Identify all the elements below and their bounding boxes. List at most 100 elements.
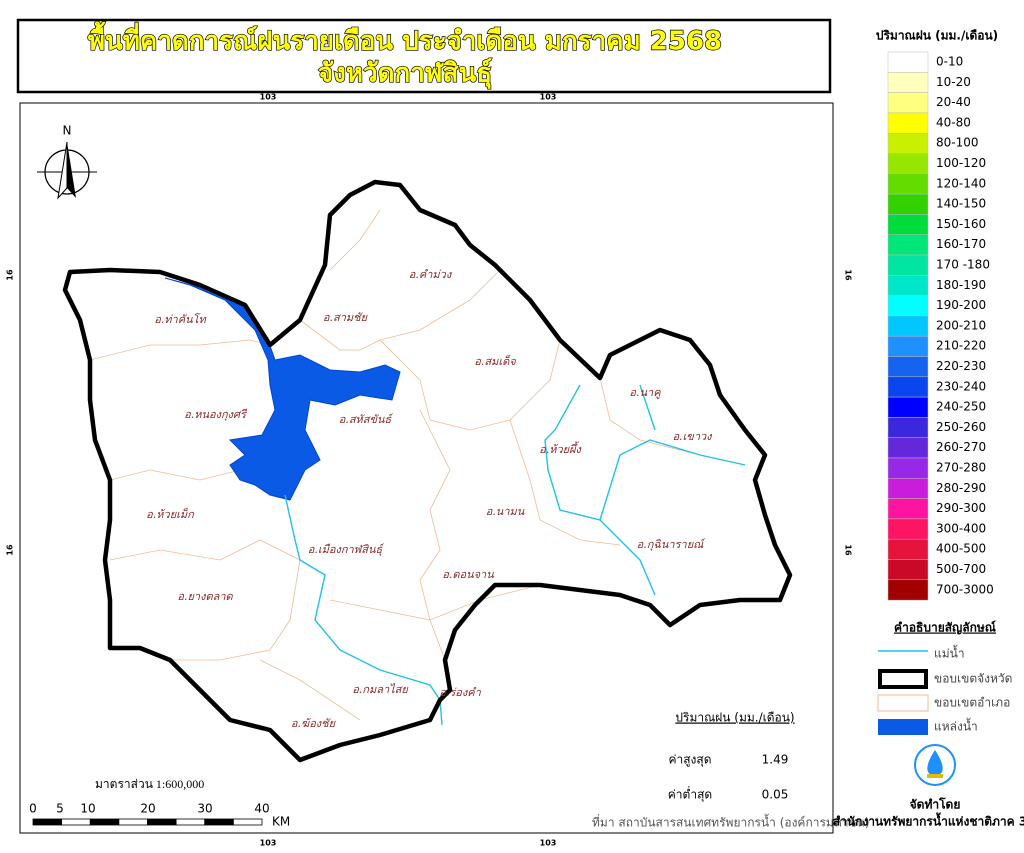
scale-tick-label: 30 [197,802,212,816]
legend-swatch [887,376,929,398]
legend-label: 170 -180 [936,258,990,272]
district-label: อ.เขาวง [672,430,713,443]
stats-label: ค่าต่ำสุด [668,786,712,803]
title: พื้นที่คาดการณ์ฝนรายเดือน ประจำเดือน มกร… [88,21,722,57]
coord-label: 16 [6,544,15,556]
symbol-district [877,694,929,712]
legend-label: 250-260 [936,420,986,434]
coord-label: 103 [260,839,277,848]
map-frame [19,102,834,834]
legend-swatch [887,234,929,256]
legend-swatch [887,396,929,418]
producer-name: สำนักงานทรัพยากรน้ำแห่งชาติภาค 3 [833,812,1024,829]
scale-segment [61,818,91,826]
legend-swatch [887,254,929,276]
district-label: อ.เมืองกาฬสินธุ์ [308,543,385,556]
legend-label: 240-250 [936,400,986,414]
legend-label: 40-80 [936,115,971,129]
legend-swatch [887,72,929,93]
legend-label: 500-700 [936,562,986,576]
stats-value: 1.49 [762,753,789,767]
north-arrow [37,141,97,200]
stats-title: ปริมาณฝน (มม./เดือน) [675,711,794,725]
legend-swatch [887,498,929,520]
symbol-water [878,719,928,735]
legend-label: 290-300 [936,501,986,515]
legend-swatch [887,295,929,317]
north-label: N [63,124,72,138]
symbol-label: แม่น้ำ [934,645,965,661]
legend-label: 200-210 [936,318,986,332]
symbol-label: ขอบเขตจังหวัด [934,672,1012,686]
legend-label: 230-240 [936,379,986,393]
producer-label: จัดทำโดย [910,797,961,812]
scale-segment [147,818,177,826]
reservoir [164,277,401,501]
district-label: อ.หนองกุงศรี [184,408,248,421]
legend-label: 120-140 [936,176,986,190]
legend-swatch [887,538,929,560]
district-label: อ.ร่องคำ [439,686,481,699]
legend-swatch [887,315,929,337]
logo [914,744,956,786]
district-label: อ.ฆ้องชัย [291,717,337,730]
stats-value: 0.05 [762,788,789,802]
legend-label: 150-160 [936,217,986,231]
legend-swatch [887,356,929,378]
district-label: อ.นาคู [629,386,661,399]
legend-label: 400-500 [936,542,986,556]
district-label: อ.ดอนจาน [442,568,494,581]
legend-label: 220-230 [936,359,986,373]
scale-tick-label: 0 [29,802,37,816]
symbols-title: คำอธิบายสัญลักษณ์ [894,621,996,635]
legend-label: 80-100 [936,136,979,150]
district-label: อ.คำม่วง [409,268,453,281]
legend-label: 100-120 [936,156,986,170]
province-boundary [62,179,793,763]
legend-label: 270-280 [936,461,986,475]
district-label: อ.สหัสขันธ์ [339,413,395,426]
district-label: อ.กมลาไสย [352,683,409,696]
symbol-province [878,669,928,689]
legend-swatch [887,173,929,195]
subtitle: จังหวัดกาฬสินธุ์ [318,58,492,90]
scale-segment [89,818,120,826]
rivers [284,384,746,726]
district-label: อ.ท่าคันโท [154,313,206,326]
coord-label: 103 [540,839,557,848]
legend-swatch [887,559,929,581]
coord-label: 16 [844,544,853,556]
district-label: อ.นามน [486,505,525,518]
coord-label: 16 [844,269,853,281]
coord-label: 16 [6,269,15,281]
legend-swatch [887,193,929,215]
scale-ratio: มาตราส่วน 1:600,000 [95,777,204,791]
district-label: อ.ยางตลาด [177,590,233,603]
legend-swatch [887,275,929,296]
scale-segment [204,818,234,826]
scale-segment [32,818,63,826]
legend-label: 190-200 [936,298,986,312]
scale-segment [175,818,206,826]
legend-swatch [887,478,929,499]
district-label: อ.ห้วยผึ้ง [539,441,582,456]
legend-label: 160-170 [936,237,986,251]
legend-label: 10-20 [936,75,971,89]
scale-segment [118,818,148,826]
legend-swatch [887,92,929,114]
legend-swatch [887,214,929,235]
legend-label: 210-220 [936,339,986,353]
district-label: อ.สมเด็จ [474,354,516,368]
coord-label: 103 [260,93,277,102]
legend-swatch [887,153,929,175]
scale-tick-label: 10 [80,802,95,816]
legend-label: 260-270 [936,440,986,454]
legend-swatch [887,437,929,459]
legend-label: 20-40 [936,95,971,109]
legend-swatch [887,457,929,479]
legend-label: 0-10 [936,55,963,69]
legend-label: 280-290 [936,481,986,495]
scale-unit: KM [272,815,290,829]
district-label: อ.สามชัย [323,311,369,324]
legend-label: 180-190 [936,278,986,292]
